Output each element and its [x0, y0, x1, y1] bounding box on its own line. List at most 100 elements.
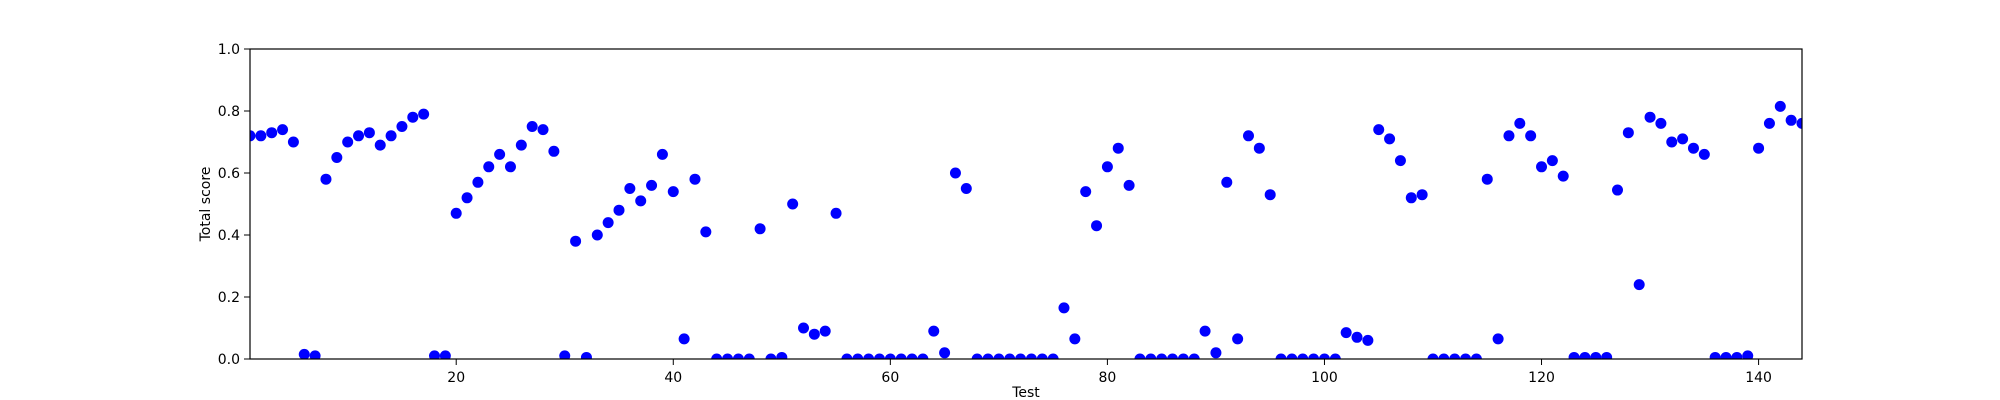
- data-point: [570, 235, 582, 247]
- data-point: [1047, 353, 1059, 359]
- data-point: [374, 139, 386, 151]
- data-point: [450, 207, 462, 219]
- data-point: [1286, 353, 1298, 359]
- data-points-layer: [250, 100, 1802, 359]
- data-point: [667, 186, 679, 198]
- data-point: [982, 353, 994, 359]
- data-point: [1460, 353, 1472, 359]
- data-point: [1091, 220, 1103, 232]
- data-point: [732, 353, 744, 359]
- data-point: [1666, 136, 1678, 148]
- data-point: [960, 183, 972, 194]
- data-point: [1481, 173, 1493, 185]
- data-point: [1796, 117, 1802, 129]
- data-point: [1188, 353, 1200, 359]
- data-point: [287, 136, 299, 148]
- data-point: [537, 124, 549, 136]
- data-point: [863, 353, 875, 359]
- data-point: [722, 353, 734, 359]
- data-point: [1329, 353, 1341, 359]
- data-point: [439, 350, 451, 359]
- data-point: [1590, 351, 1602, 359]
- data-point: [483, 161, 495, 173]
- data-point: [1069, 333, 1081, 345]
- data-point: [1210, 347, 1222, 359]
- data-point: [895, 353, 907, 359]
- data-point: [559, 350, 571, 359]
- data-point: [939, 347, 951, 359]
- data-point: [1644, 111, 1656, 123]
- data-point: [1340, 327, 1352, 339]
- data-point: [1677, 133, 1689, 145]
- data-point: [743, 353, 755, 359]
- data-point: [1655, 117, 1667, 129]
- data-point: [1525, 130, 1537, 142]
- data-point: [1763, 117, 1775, 129]
- data-point: [1167, 353, 1179, 359]
- data-point: [776, 351, 788, 359]
- data-point: [1112, 142, 1124, 154]
- data-point: [1253, 142, 1265, 154]
- data-point: [754, 223, 766, 235]
- data-point: [906, 353, 918, 359]
- data-point: [1557, 170, 1569, 182]
- data-point: [1601, 351, 1613, 359]
- data-point: [917, 353, 929, 359]
- data-point: [852, 353, 864, 359]
- data-point: [1753, 142, 1765, 154]
- data-point: [298, 348, 310, 359]
- y-tick-label: 0.6: [218, 166, 240, 182]
- data-point: [1709, 351, 1721, 359]
- data-point: [830, 207, 842, 219]
- data-point: [1611, 184, 1623, 196]
- data-point: [1025, 353, 1037, 359]
- data-point: [1449, 353, 1461, 359]
- data-point: [613, 204, 625, 216]
- data-point: [407, 111, 419, 123]
- data-point: [250, 130, 256, 142]
- y-tick-label: 1.0: [218, 42, 240, 58]
- data-point: [602, 217, 614, 229]
- x-tick-label: 100: [1311, 370, 1338, 386]
- data-point: [1568, 351, 1580, 359]
- x-tick-label: 20: [447, 370, 465, 386]
- data-point: [1156, 353, 1168, 359]
- data-point: [873, 353, 885, 359]
- data-point: [526, 121, 538, 132]
- data-point: [700, 226, 712, 238]
- data-point: [1579, 351, 1591, 359]
- data-point: [1318, 353, 1330, 359]
- data-point: [1015, 353, 1027, 359]
- data-point: [1232, 333, 1244, 345]
- data-point: [1698, 148, 1710, 160]
- data-point: [1503, 130, 1515, 142]
- data-point: [309, 350, 321, 359]
- data-point: [808, 328, 820, 340]
- data-point: [1221, 176, 1233, 188]
- x-tick-label: 120: [1528, 370, 1555, 386]
- x-tick-label: 80: [1098, 370, 1116, 386]
- y-tick-label: 0.8: [218, 104, 240, 120]
- data-point: [1633, 279, 1645, 291]
- data-point: [255, 130, 267, 142]
- data-point: [429, 350, 441, 359]
- data-point: [385, 130, 397, 142]
- data-point: [765, 353, 777, 359]
- data-point: [1720, 351, 1732, 359]
- data-point: [1384, 133, 1396, 145]
- data-point: [798, 322, 810, 334]
- data-point: [1405, 192, 1417, 204]
- data-point: [580, 351, 592, 359]
- data-point: [635, 195, 647, 207]
- data-point: [1101, 161, 1113, 173]
- data-point: [1275, 353, 1287, 359]
- data-point: [928, 325, 940, 337]
- data-point: [624, 183, 636, 194]
- data-point: [678, 333, 690, 345]
- data-point: [1622, 127, 1634, 139]
- data-point: [1514, 117, 1526, 129]
- x-tick-label: 60: [881, 370, 899, 386]
- data-point: [320, 173, 332, 185]
- data-point: [277, 124, 289, 136]
